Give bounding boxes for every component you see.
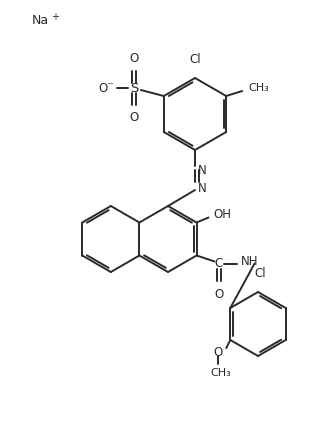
Text: +: + <box>51 12 59 22</box>
Text: CH₃: CH₃ <box>248 83 269 93</box>
Text: CH₃: CH₃ <box>210 368 231 378</box>
Text: Cl: Cl <box>189 53 201 66</box>
Text: O: O <box>129 111 138 124</box>
Text: O: O <box>129 52 138 65</box>
Text: Cl: Cl <box>254 267 266 280</box>
Text: NH: NH <box>241 255 258 268</box>
Text: OH: OH <box>214 208 232 221</box>
Text: O: O <box>99 82 108 95</box>
Text: N: N <box>198 163 207 177</box>
Text: N: N <box>198 181 207 194</box>
Text: C: C <box>214 257 223 270</box>
Text: ⁻: ⁻ <box>106 80 113 93</box>
Text: O: O <box>213 346 222 359</box>
Text: O: O <box>214 288 223 301</box>
Text: S: S <box>130 82 138 95</box>
Text: Na: Na <box>32 14 49 27</box>
